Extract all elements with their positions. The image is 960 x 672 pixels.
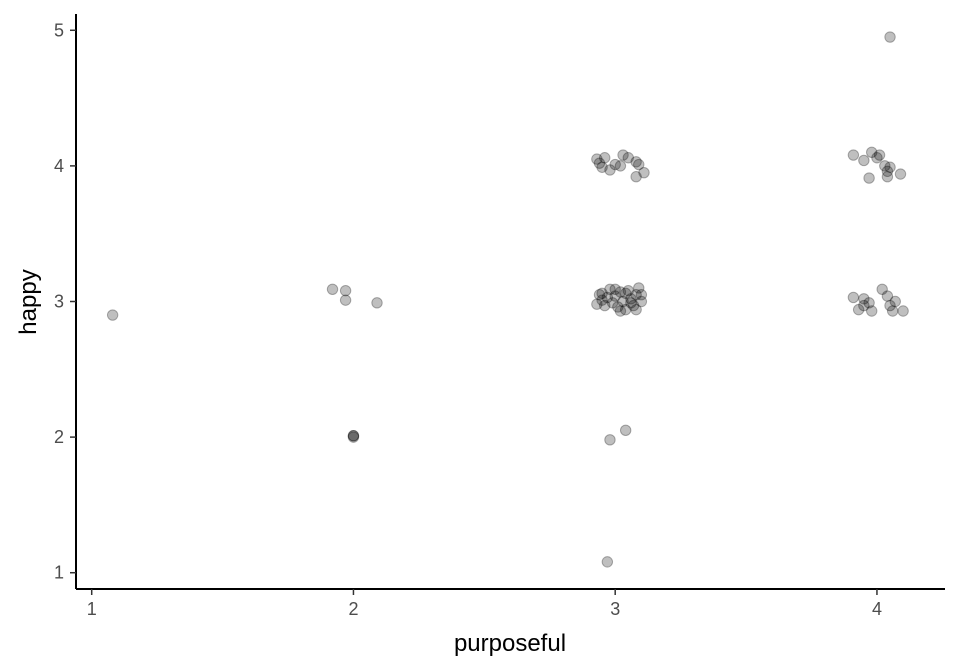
y-tick-label: 4: [54, 156, 64, 176]
data-point: [876, 283, 888, 295]
data-point: [633, 282, 645, 294]
data-point: [609, 290, 621, 302]
data-point: [884, 299, 896, 312]
data-point: [858, 293, 870, 305]
data-point: [852, 303, 865, 316]
data-point: [599, 299, 611, 312]
data-point: [614, 305, 627, 317]
data-point: [897, 305, 909, 317]
data-point: [614, 286, 627, 298]
data-point: [889, 295, 901, 308]
data-point: [871, 152, 883, 164]
data-point: [326, 283, 339, 295]
data-point: [847, 291, 860, 304]
data-point: [858, 299, 870, 312]
data-point: [625, 293, 637, 305]
y-tick-label: 3: [54, 292, 64, 312]
data-point: [633, 158, 645, 171]
data-point: [866, 305, 878, 317]
data-point: [347, 430, 360, 442]
data-point: [347, 431, 360, 443]
data-point: [635, 295, 648, 308]
data-point: [617, 149, 629, 161]
y-axis-title: happy: [15, 269, 42, 334]
data-point: [596, 294, 608, 306]
data-point: [894, 168, 907, 180]
data-point: [596, 161, 608, 173]
data-point: [886, 305, 899, 317]
y-tick-label: 1: [54, 563, 64, 583]
data-point: [881, 165, 894, 178]
data-point: [863, 297, 875, 309]
data-point: [339, 284, 352, 297]
data-point: [884, 31, 896, 43]
data-point: [630, 156, 642, 168]
data-point: [593, 289, 606, 301]
data-point: [863, 172, 875, 184]
data-point: [622, 284, 634, 297]
data-point: [630, 303, 642, 316]
data-point: [106, 309, 119, 321]
x-tick-label: 1: [87, 599, 97, 619]
x-axis-ticks: 1 2 3 4: [87, 589, 882, 619]
data-point: [347, 430, 360, 442]
data-point: [619, 287, 632, 300]
data-point: [606, 297, 619, 309]
data-point: [630, 171, 642, 183]
data-point: [601, 556, 614, 568]
data-point: [858, 154, 870, 167]
data-point: [609, 283, 621, 295]
x-tick-label: 4: [872, 599, 882, 619]
data-point: [593, 157, 606, 169]
data-point: [627, 299, 640, 312]
data-point: [630, 289, 642, 301]
data-point: [619, 303, 632, 316]
data-point: [881, 290, 894, 302]
data-point: [622, 152, 634, 164]
x-tick-label: 2: [348, 599, 358, 619]
data-point: [609, 158, 621, 171]
data-point: [619, 424, 632, 437]
x-axis-title: purposeful: [454, 630, 566, 657]
data-point: [617, 295, 629, 308]
data-point: [601, 291, 614, 304]
data-point: [638, 166, 650, 179]
points-layer: [106, 31, 909, 568]
data-point: [591, 153, 603, 165]
data-point: [866, 146, 878, 159]
data-point: [604, 283, 616, 295]
data-point: [614, 160, 627, 172]
data-point: [635, 289, 648, 301]
data-point: [881, 171, 894, 183]
data-point: [884, 161, 896, 173]
data-point: [371, 297, 383, 309]
y-axis-ticks: 1 2 3 4 5: [54, 20, 76, 583]
data-point: [591, 298, 603, 310]
data-point: [604, 164, 616, 176]
data-point: [625, 297, 637, 309]
x-tick-label: 3: [610, 599, 620, 619]
y-tick-label: 5: [54, 20, 64, 40]
y-tick-label: 2: [54, 427, 64, 447]
data-point: [873, 149, 886, 161]
data-point: [596, 287, 608, 300]
data-point: [339, 294, 352, 306]
data-point: [847, 149, 860, 161]
data-point: [879, 160, 891, 172]
data-point: [599, 152, 611, 164]
data-point: [612, 301, 624, 313]
data-point: [604, 434, 616, 446]
